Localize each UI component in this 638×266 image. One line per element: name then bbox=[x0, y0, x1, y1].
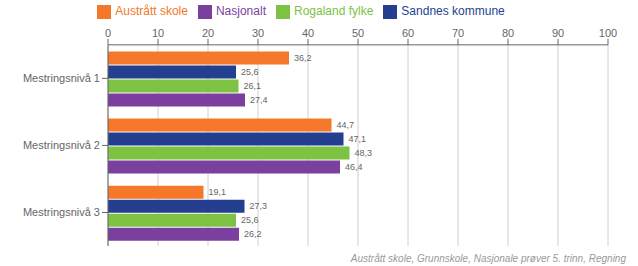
svg-text:26,2: 26,2 bbox=[244, 229, 262, 239]
svg-text:25,6: 25,6 bbox=[241, 67, 259, 77]
svg-text:48,3: 48,3 bbox=[355, 148, 373, 158]
svg-text:40: 40 bbox=[302, 27, 314, 39]
html-text:Austrått skole: Austrått skole bbox=[115, 4, 188, 18]
svg-text:60: 60 bbox=[402, 27, 414, 39]
svg-text:0: 0 bbox=[105, 27, 111, 39]
html-text:Sandnes kommune: Sandnes kommune bbox=[401, 4, 505, 18]
svg-text:Mestringsnivå 2: Mestringsnivå 2 bbox=[23, 139, 100, 151]
svg-text:10: 10 bbox=[152, 27, 164, 39]
svg-text:100: 100 bbox=[599, 27, 617, 39]
svg-text:36,2: 36,2 bbox=[294, 53, 312, 63]
html-text:Nasjonalt: Nasjonalt bbox=[215, 4, 266, 18]
svg-text:47,1: 47,1 bbox=[349, 134, 367, 144]
html-text:Rogaland fylke: Rogaland fylke bbox=[294, 4, 374, 18]
svg-text:30: 30 bbox=[252, 27, 264, 39]
svg-text:46,4: 46,4 bbox=[345, 162, 363, 172]
svg-text:27,4: 27,4 bbox=[250, 95, 268, 105]
svg-text:44,7: 44,7 bbox=[337, 120, 355, 130]
svg-text:26,1: 26,1 bbox=[244, 81, 262, 91]
svg-text:Mestringsnivå 3: Mestringsnivå 3 bbox=[23, 206, 100, 218]
svg-text:Mestringsnivå 1: Mestringsnivå 1 bbox=[23, 72, 100, 84]
svg-text:70: 70 bbox=[452, 27, 464, 39]
html-text:Austrått skole, Grunnskole, Na: Austrått skole, Grunnskole, Nasjonale pr… bbox=[350, 253, 626, 264]
svg-text:50: 50 bbox=[352, 27, 364, 39]
svg-text:90: 90 bbox=[552, 27, 564, 39]
svg-text:20: 20 bbox=[202, 27, 214, 39]
svg-text:80: 80 bbox=[502, 27, 514, 39]
svg-text:27,3: 27,3 bbox=[250, 201, 268, 211]
svg-text:25,6: 25,6 bbox=[241, 215, 259, 225]
svg-text:19,1: 19,1 bbox=[209, 187, 227, 197]
